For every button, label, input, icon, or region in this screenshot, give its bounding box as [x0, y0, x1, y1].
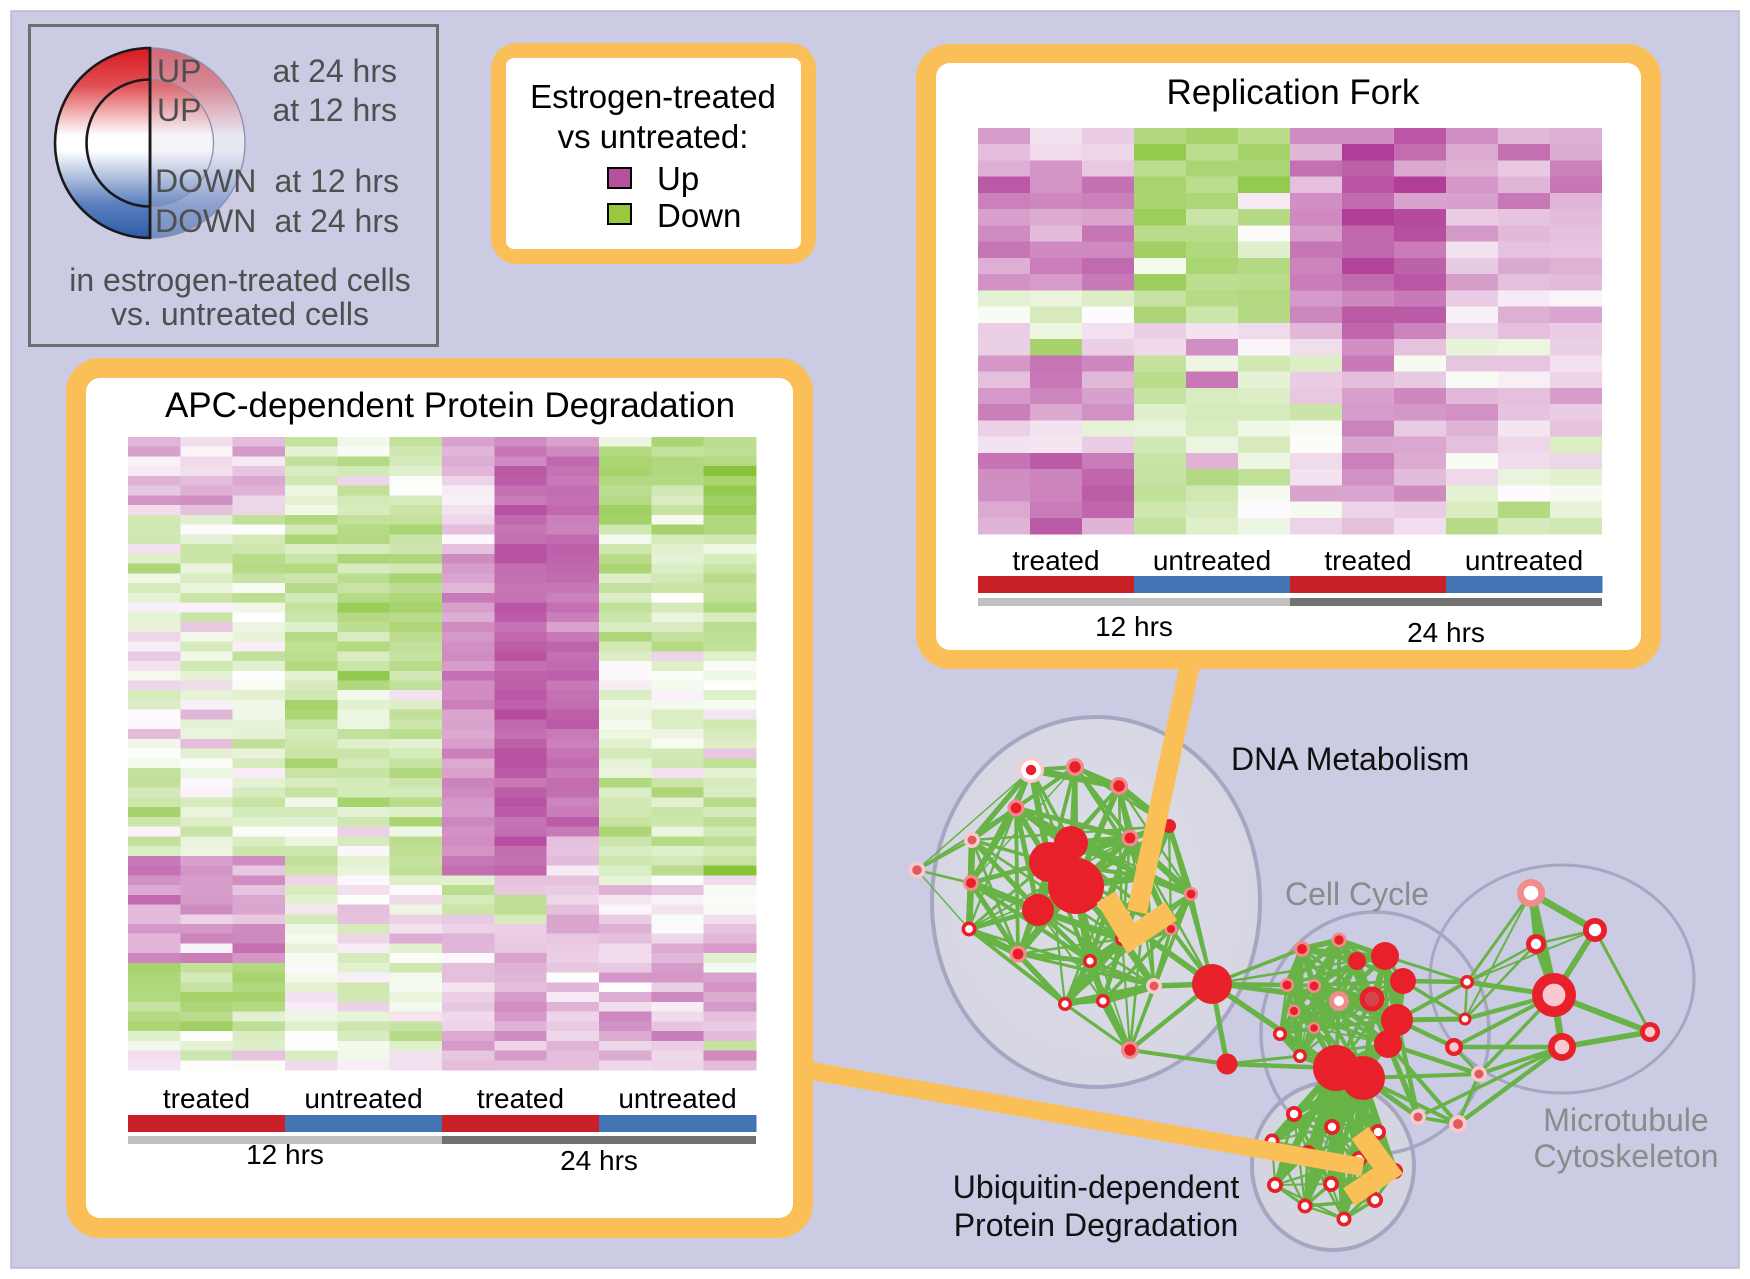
svg-text:Microtubule: Microtubule	[1543, 1102, 1708, 1138]
svg-text:treated: treated	[1012, 545, 1099, 576]
svg-text:at 12 hrs: at 12 hrs	[272, 92, 397, 128]
svg-text:treated: treated	[477, 1083, 564, 1114]
svg-text:DOWN: DOWN	[155, 163, 256, 199]
svg-text:treated: treated	[1324, 545, 1411, 576]
svg-text:Down: Down	[657, 197, 741, 234]
svg-text:12 hrs: 12 hrs	[1095, 611, 1173, 642]
svg-text:in estrogen-treated cells: in estrogen-treated cells	[69, 262, 411, 298]
svg-text:untreated: untreated	[1153, 545, 1271, 576]
svg-text:24 hrs: 24 hrs	[1407, 617, 1485, 648]
svg-text:untreated: untreated	[618, 1083, 736, 1114]
svg-text:24 hrs: 24 hrs	[560, 1145, 638, 1176]
svg-text:Replication Fork: Replication Fork	[1167, 73, 1420, 112]
svg-text:UP: UP	[157, 92, 201, 128]
svg-text:untreated: untreated	[1465, 545, 1583, 576]
svg-text:untreated: untreated	[304, 1083, 422, 1114]
svg-text:APC-dependent Protein Degradat: APC-dependent Protein Degradation	[165, 386, 735, 425]
svg-text:Protein Degradation: Protein Degradation	[954, 1207, 1239, 1243]
svg-text:Estrogen-treated: Estrogen-treated	[530, 78, 776, 115]
svg-text:at 24 hrs: at 24 hrs	[274, 203, 399, 239]
svg-text:12 hrs: 12 hrs	[246, 1139, 324, 1170]
svg-text:Cell Cycle: Cell Cycle	[1285, 876, 1429, 912]
svg-text:vs untreated:: vs untreated:	[558, 118, 749, 155]
svg-text:Up: Up	[657, 160, 699, 197]
svg-text:vs. untreated cells: vs. untreated cells	[111, 296, 369, 332]
svg-text:DOWN: DOWN	[155, 203, 256, 239]
svg-text:at 24 hrs: at 24 hrs	[272, 53, 397, 89]
svg-text:Cytoskeleton: Cytoskeleton	[1534, 1138, 1719, 1174]
svg-text:DNA Metabolism: DNA Metabolism	[1231, 741, 1469, 777]
svg-text:Ubiquitin-dependent: Ubiquitin-dependent	[953, 1169, 1240, 1205]
svg-text:UP: UP	[157, 53, 201, 89]
svg-text:treated: treated	[163, 1083, 250, 1114]
svg-text:at 12 hrs: at 12 hrs	[274, 163, 399, 199]
